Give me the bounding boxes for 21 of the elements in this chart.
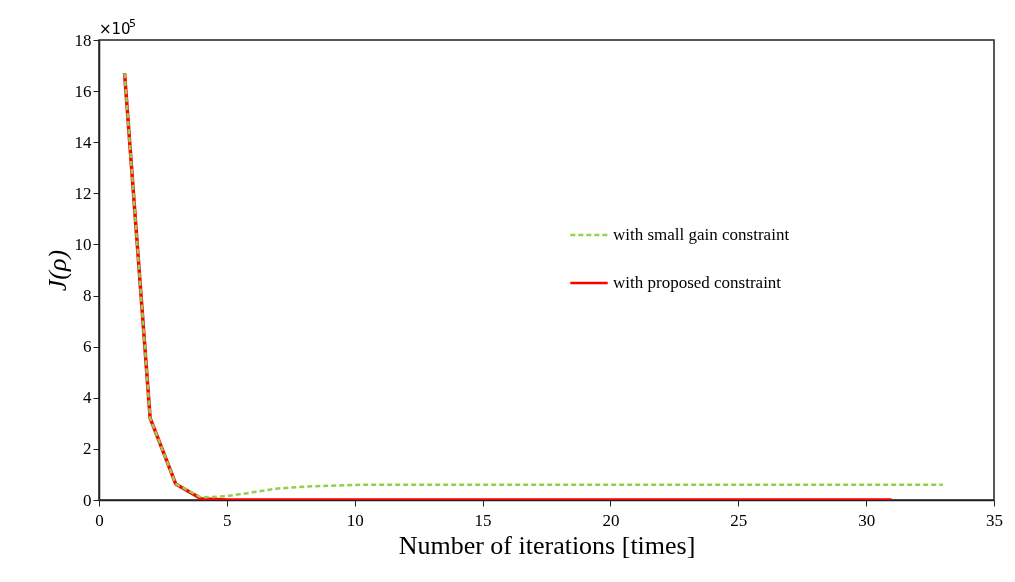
x-tick-label: 30 [858, 510, 876, 530]
x-tick-label: 10 [346, 510, 364, 530]
y-axis-title: J(ρ) [42, 249, 72, 292]
x-tick-label: 15 [474, 510, 492, 530]
legend-label: with proposed constraint [613, 273, 782, 292]
y-tick-label: 12 [74, 183, 92, 203]
x-axis-title: Number of iterations [times] [398, 530, 696, 560]
y-tick-label: 0 [83, 490, 92, 510]
x-tick-label: 35 [986, 510, 1003, 530]
legend-label: with small gain constraint [613, 225, 790, 244]
y-tick-label: 6 [83, 337, 92, 357]
y-tick-label: 2 [83, 439, 92, 459]
y-tick-label: 14 [74, 132, 92, 152]
x-tick-label: 5 [223, 510, 232, 530]
y-tick-label: 16 [74, 81, 92, 101]
x-tick-label: 25 [730, 510, 748, 530]
y-tick-label: 4 [83, 388, 92, 408]
y-tick-label: 18 [74, 30, 92, 50]
y-tick-label: 8 [83, 286, 92, 306]
x-tick-label: 20 [602, 510, 620, 530]
y-tick-label: 10 [74, 234, 92, 254]
